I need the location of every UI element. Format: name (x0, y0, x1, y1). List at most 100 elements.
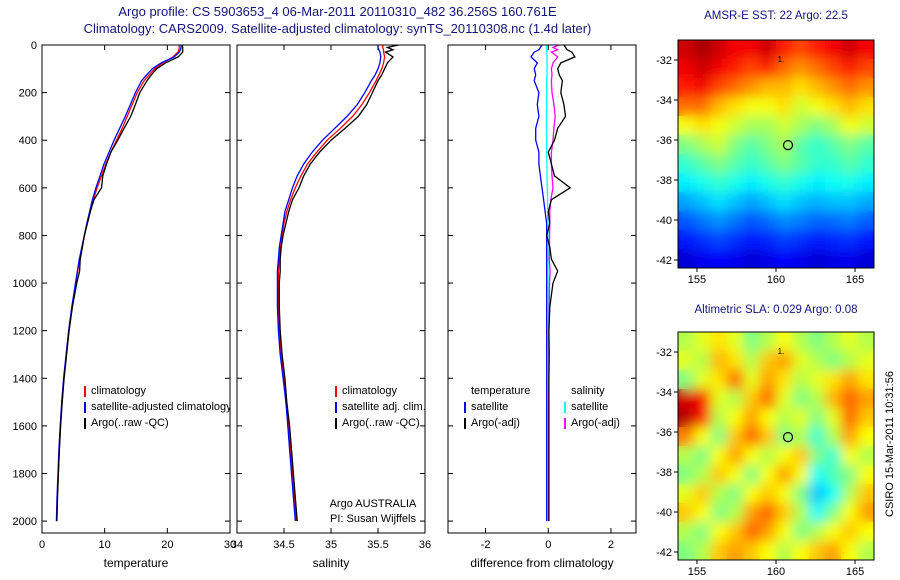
difference-line-temperature-argo-adj (546, 45, 576, 522)
temperature-axis-label: temperature (103, 556, 169, 570)
difference-xtick-label: -2 (481, 539, 491, 551)
temperature-panel: 0 10 20 30 0 200 400 600 800 1000 1200 1400 1600 1800… (13, 40, 237, 551)
amsre-sst-lat-tick-label: -38 (656, 175, 672, 187)
temperature-xtick-label: 0 (39, 539, 45, 551)
attribution-line1: Argo AUSTRALIA (329, 498, 417, 510)
amsre-sst-map: 155 160 165 -32 -34 -36 -38 -40 -42 1. (656, 39, 875, 286)
legend-item: satellite-adjusted climatology (84, 399, 230, 415)
legend-label: Argo(..raw -QC) (91, 417, 169, 429)
legend-line-swatch (335, 385, 337, 397)
legend-item: Argo(-adj) (564, 415, 620, 431)
altimetric-sla-float-number-annotation: 1. (778, 347, 785, 356)
legend-item: Argo(..raw -QC) (84, 415, 230, 431)
temperature-legend: climatology satellite-adjusted climatolo… (84, 383, 230, 431)
legend-group-header: temperature (471, 385, 531, 397)
salinity-xtick-label: 35.5 (367, 539, 388, 551)
amsre-sst-lat-tick-label: -42 (656, 255, 672, 267)
temperature-frame (41, 44, 231, 534)
altimetric-sla-argo-position-marker (782, 432, 794, 443)
legend-line-swatch (564, 401, 566, 413)
legend-item: Argo(-adj) (464, 415, 530, 431)
timestamp-watermark: CSIRO 15-Mar-2011 10:31:56 (884, 371, 896, 517)
salinity-frame (236, 44, 426, 534)
plot-title-line1: Argo profile: CS 5903653_4 06-Mar-2011 2… (118, 4, 557, 19)
salinity-xtick-label: 35 (325, 539, 337, 551)
salinity-xtick-label: 36 (419, 539, 431, 551)
legend-line-swatch (84, 417, 86, 429)
legend-label: satellite-adjusted climatology (91, 401, 230, 413)
altimetric-sla-lat-tick-label: -42 (656, 547, 672, 559)
depth-tick-label: 2000 (13, 516, 37, 528)
temperature-xtick-label: 20 (161, 539, 173, 551)
legend-label: satellite (571, 401, 609, 413)
depth-tick-label: 400 (19, 135, 37, 147)
difference-line-temperature-satellite (530, 45, 548, 522)
difference-line-salinity-argo-adj (547, 45, 560, 522)
altimetric-sla-lon-tick-label: 165 (846, 566, 864, 578)
sst-map-title: AMSR-E SST: 22 Argo: 22.5 (704, 10, 848, 22)
amsre-sst-lat-tick-label: -40 (656, 215, 672, 227)
plot-title-line2: Climatology: CARS2009. Satellite-adjuste… (83, 21, 592, 36)
legend-item: satellite (464, 399, 530, 415)
legend-label: Argo(-adj) (571, 417, 620, 429)
depth-tick-label: 0 (31, 40, 37, 52)
amsre-sst-lat-tick-label: -32 (656, 55, 672, 67)
temperature-line-argo-raw (56, 45, 184, 522)
depth-tick-label: 1000 (13, 278, 37, 290)
salinity-xtick-label: 34 (231, 539, 243, 551)
legend-item: satellite adj. clim. (335, 399, 426, 415)
altimetric-sla-map: 155 160 165 -32 -34 -36 -38 -40 -42 1. (656, 331, 875, 578)
legend-line-swatch (335, 417, 337, 429)
amsre-sst-float-number-annotation: 1. (778, 55, 785, 64)
attribution-line2: PI: Susan Wijffels (330, 513, 416, 525)
legend-label: Argo(..raw -QC) (342, 417, 420, 429)
altimetric-sla-lon-tick-label: 155 (688, 566, 706, 578)
amsre-sst-lat-tick-label: -36 (656, 135, 672, 147)
salinity-axis-label: salinity (312, 556, 350, 570)
salinity-legend: climatology satellite adj. clim. Argo(..… (335, 383, 426, 431)
legend-line-swatch (464, 417, 466, 429)
amsre-sst-lat-tick-label: -34 (656, 95, 672, 107)
legend-label: satellite adj. clim. (342, 401, 426, 413)
depth-tick-label: 1800 (13, 468, 37, 480)
difference-frame (447, 44, 637, 534)
difference-legend-temperature: temperature satellite Argo(-adj) (464, 383, 530, 431)
legend-label: climatology (342, 385, 398, 397)
difference-legend-salinity: salinity satellite Argo(-adj) (564, 383, 620, 431)
amsre-sst-lon-tick-label: 165 (846, 274, 864, 286)
depth-tick-label: 1600 (13, 421, 37, 433)
legend-group-header: salinity (571, 385, 605, 397)
temperature-xtick-label: 10 (99, 539, 111, 551)
legend-line-swatch (84, 385, 86, 397)
depth-tick-label: 1200 (13, 326, 37, 338)
legend-item: Argo(..raw -QC) (335, 415, 426, 431)
altimetric-sla-lat-tick-label: -34 (656, 387, 672, 399)
legend-line-swatch (84, 401, 86, 413)
salinity-line-argo-raw (278, 45, 399, 522)
difference-xtick-label: 2 (608, 539, 614, 551)
legend-line-swatch (335, 401, 337, 413)
amsre-sst-argo-position-marker (782, 140, 794, 151)
altimetric-sla-lon-tick-label: 160 (767, 566, 785, 578)
difference-panel: -2 0 2 (447, 44, 637, 551)
legend-item: climatology (335, 383, 426, 399)
legend-label: climatology (91, 385, 147, 397)
legend-label: Argo(-adj) (471, 417, 520, 429)
amsre-sst-cells-smooth (678, 40, 874, 268)
temperature-line-satellite-adjusted-climatology (55, 45, 182, 522)
altimetric-sla-cells-smooth (678, 332, 874, 560)
salinity-line-climatology (277, 45, 386, 522)
depth-tick-label: 800 (19, 230, 37, 242)
depth-tick-label: 200 (19, 88, 37, 100)
difference-axis-label: difference from climatology (470, 556, 614, 570)
legend-item: satellite (564, 399, 620, 415)
legend-item: climatology (84, 383, 230, 399)
legend-line-swatch (564, 417, 566, 429)
salinity-xtick-label: 34.5 (273, 539, 294, 551)
amsre-sst-lon-tick-label: 160 (767, 274, 785, 286)
attribution-note: Argo AUSTRALIA PI: Susan Wijffels (283, 497, 463, 527)
legend-label: satellite (471, 401, 509, 413)
depth-tick-label: 1400 (13, 373, 37, 385)
sla-map-title: Altimetric SLA: 0.029 Argo: 0.08 (694, 304, 858, 316)
